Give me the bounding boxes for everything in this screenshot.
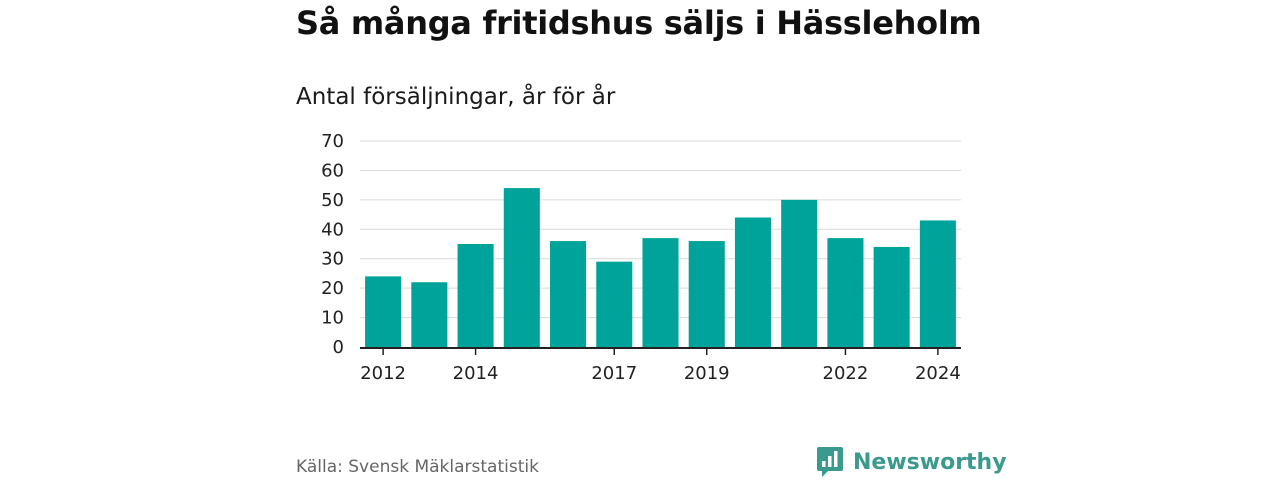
bar-2022 — [827, 238, 864, 347]
chart-title: Så många fritidshus säljs i Hässleholm — [296, 4, 982, 42]
bar-2021 — [781, 199, 818, 347]
y-tick-label: 30 — [321, 249, 344, 270]
source-note: Källa: Svensk Mäklarstatistik — [296, 457, 539, 477]
brand-logo[interactable]: Newsworthy — [816, 446, 1007, 478]
bar-chart-speech-bubble-icon — [816, 446, 844, 478]
x-tick-label: 2017 — [591, 363, 637, 384]
y-tick-label: 70 — [321, 131, 344, 152]
bar-2019 — [688, 241, 725, 347]
bar-2013 — [411, 282, 448, 347]
bar-2016 — [550, 241, 587, 347]
x-tick-label: 2022 — [823, 363, 869, 384]
y-tick-label: 10 — [321, 308, 344, 329]
y-axis-ticks: 0 10 20 30 40 50 60 70 — [321, 131, 344, 358]
y-tick-label: 0 — [333, 337, 344, 358]
y-tick-label: 50 — [321, 190, 344, 211]
bar-2017 — [596, 261, 633, 347]
chart-subtitle: Antal försäljningar, år för år — [296, 84, 616, 110]
x-tick-label: 2014 — [453, 363, 499, 384]
y-tick-label: 60 — [321, 160, 344, 181]
x-axis-ticks: 2012 2014 2017 2019 2022 2024 — [360, 349, 961, 384]
brand-name: Newsworthy — [853, 449, 1007, 475]
bar-2015 — [503, 188, 540, 347]
bar-2012 — [365, 276, 402, 347]
bar-2014 — [457, 244, 494, 347]
bar-2024 — [919, 220, 956, 347]
x-tick-label: 2024 — [915, 363, 961, 384]
x-tick-label: 2019 — [684, 363, 730, 384]
y-tick-label: 20 — [321, 278, 344, 299]
bar-2023 — [873, 246, 910, 347]
x-tick-label: 2012 — [360, 363, 406, 384]
bar-2020 — [734, 217, 771, 347]
bar-2018 — [642, 238, 679, 347]
bars — [365, 188, 956, 347]
y-tick-label: 40 — [321, 219, 344, 240]
